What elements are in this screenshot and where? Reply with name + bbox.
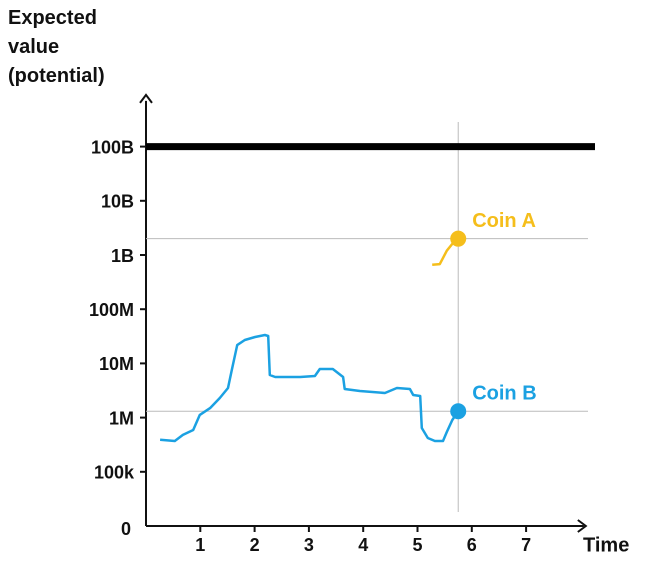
x-tick-label: 5 <box>412 535 422 555</box>
x-tick-label: 3 <box>304 535 314 555</box>
y-axis-arrow <box>139 93 153 104</box>
x-tick-label: 1 <box>195 535 205 555</box>
y-tick-label: 10M <box>99 354 134 374</box>
current-point <box>450 230 467 247</box>
x-tick-label: 4 <box>358 535 368 555</box>
x-tick-label: 7 <box>521 535 531 555</box>
x-tick-label: 6 <box>467 535 477 555</box>
y-tick-label: 100M <box>89 300 134 320</box>
y-origin-label: 0 <box>121 519 131 539</box>
y-tick-label: 1M <box>109 408 134 428</box>
x-axis-title: Time <box>583 534 629 556</box>
series-label: Coin A <box>472 210 536 232</box>
y-tick-label: 100k <box>94 463 135 483</box>
y-tick-label: 1B <box>111 246 134 266</box>
x-tick-label: 2 <box>250 535 260 555</box>
current-point <box>450 403 467 420</box>
x-axis-arrow <box>577 519 588 533</box>
y-axis-title: Expected value (potential) <box>8 7 105 87</box>
series-label: Coin B <box>472 383 536 405</box>
y-tick-label: 100B <box>91 137 134 157</box>
series-line <box>159 333 460 443</box>
y-tick-label: 10B <box>101 192 134 212</box>
